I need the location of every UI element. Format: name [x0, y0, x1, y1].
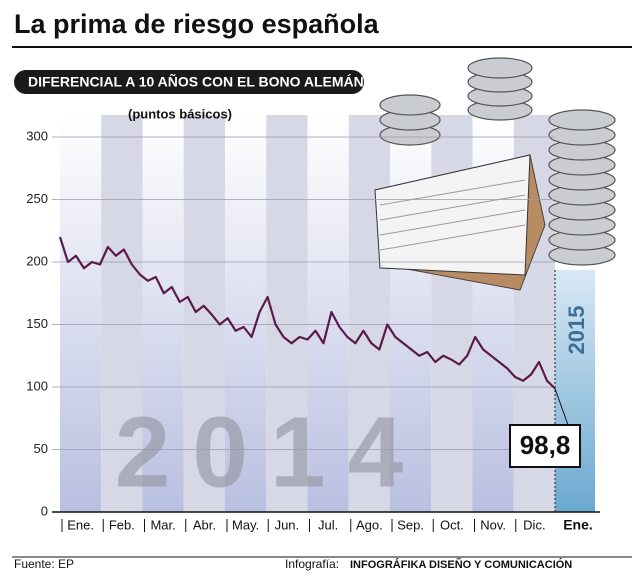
subtitle-box — [14, 70, 364, 94]
y-tick-label: 200 — [26, 253, 48, 268]
x-tick-label: Oct. — [440, 517, 464, 532]
x-tick-label: Ene. — [67, 517, 94, 532]
illustration — [374, 57, 616, 291]
x-tick-label: Ago. — [356, 517, 383, 532]
month-band — [101, 115, 143, 512]
x-tick-label: Mar. — [150, 517, 175, 532]
credit: INFOGRÁFIKA DISEÑO Y COMUNICACIÓN — [350, 558, 572, 571]
x-tick-label: Dic. — [523, 517, 545, 532]
source: Fuente: EP — [14, 557, 74, 571]
x-tick-label: Jun. — [275, 517, 300, 532]
series-line — [58, 236, 556, 390]
year-band — [555, 270, 595, 512]
month-band — [348, 115, 390, 512]
y-axis-label: (puntos básicos) — [128, 106, 232, 121]
credit-prefix: Infografía: — [285, 557, 339, 571]
month-band — [60, 115, 102, 512]
subtitle: DIFERENCIAL A 10 AÑOS CON EL BONO ALEMÁN — [28, 73, 364, 90]
x-tick-label: Feb. — [109, 517, 135, 532]
annotation-leader — [554, 388, 569, 426]
x-tick-label: Abr. — [193, 517, 216, 532]
y-tick-label: 0 — [41, 503, 48, 518]
y-tick-label: 100 — [26, 378, 48, 393]
month-band — [183, 115, 225, 512]
year-label: 2015 — [564, 306, 589, 355]
x-tick-label: Nov. — [480, 517, 506, 532]
x-tick-label: Sep. — [397, 517, 424, 532]
y-tick-label: 250 — [26, 191, 48, 206]
year-watermark: 2014 — [115, 396, 425, 508]
x-tick-label: Jul. — [318, 517, 338, 532]
y-tick-label: 50 — [34, 441, 48, 456]
y-tick-label: 150 — [26, 316, 48, 331]
annotation-box — [509, 424, 581, 468]
chart-title: La prima de riesgo española — [14, 9, 380, 39]
y-tick-label: 300 — [26, 128, 48, 143]
annotation-label: 98,8 — [520, 430, 571, 460]
month-band — [142, 115, 184, 512]
month-band — [307, 115, 349, 512]
x-tick-label: May. — [232, 517, 259, 532]
x-tick-label: Ene. — [563, 517, 593, 533]
